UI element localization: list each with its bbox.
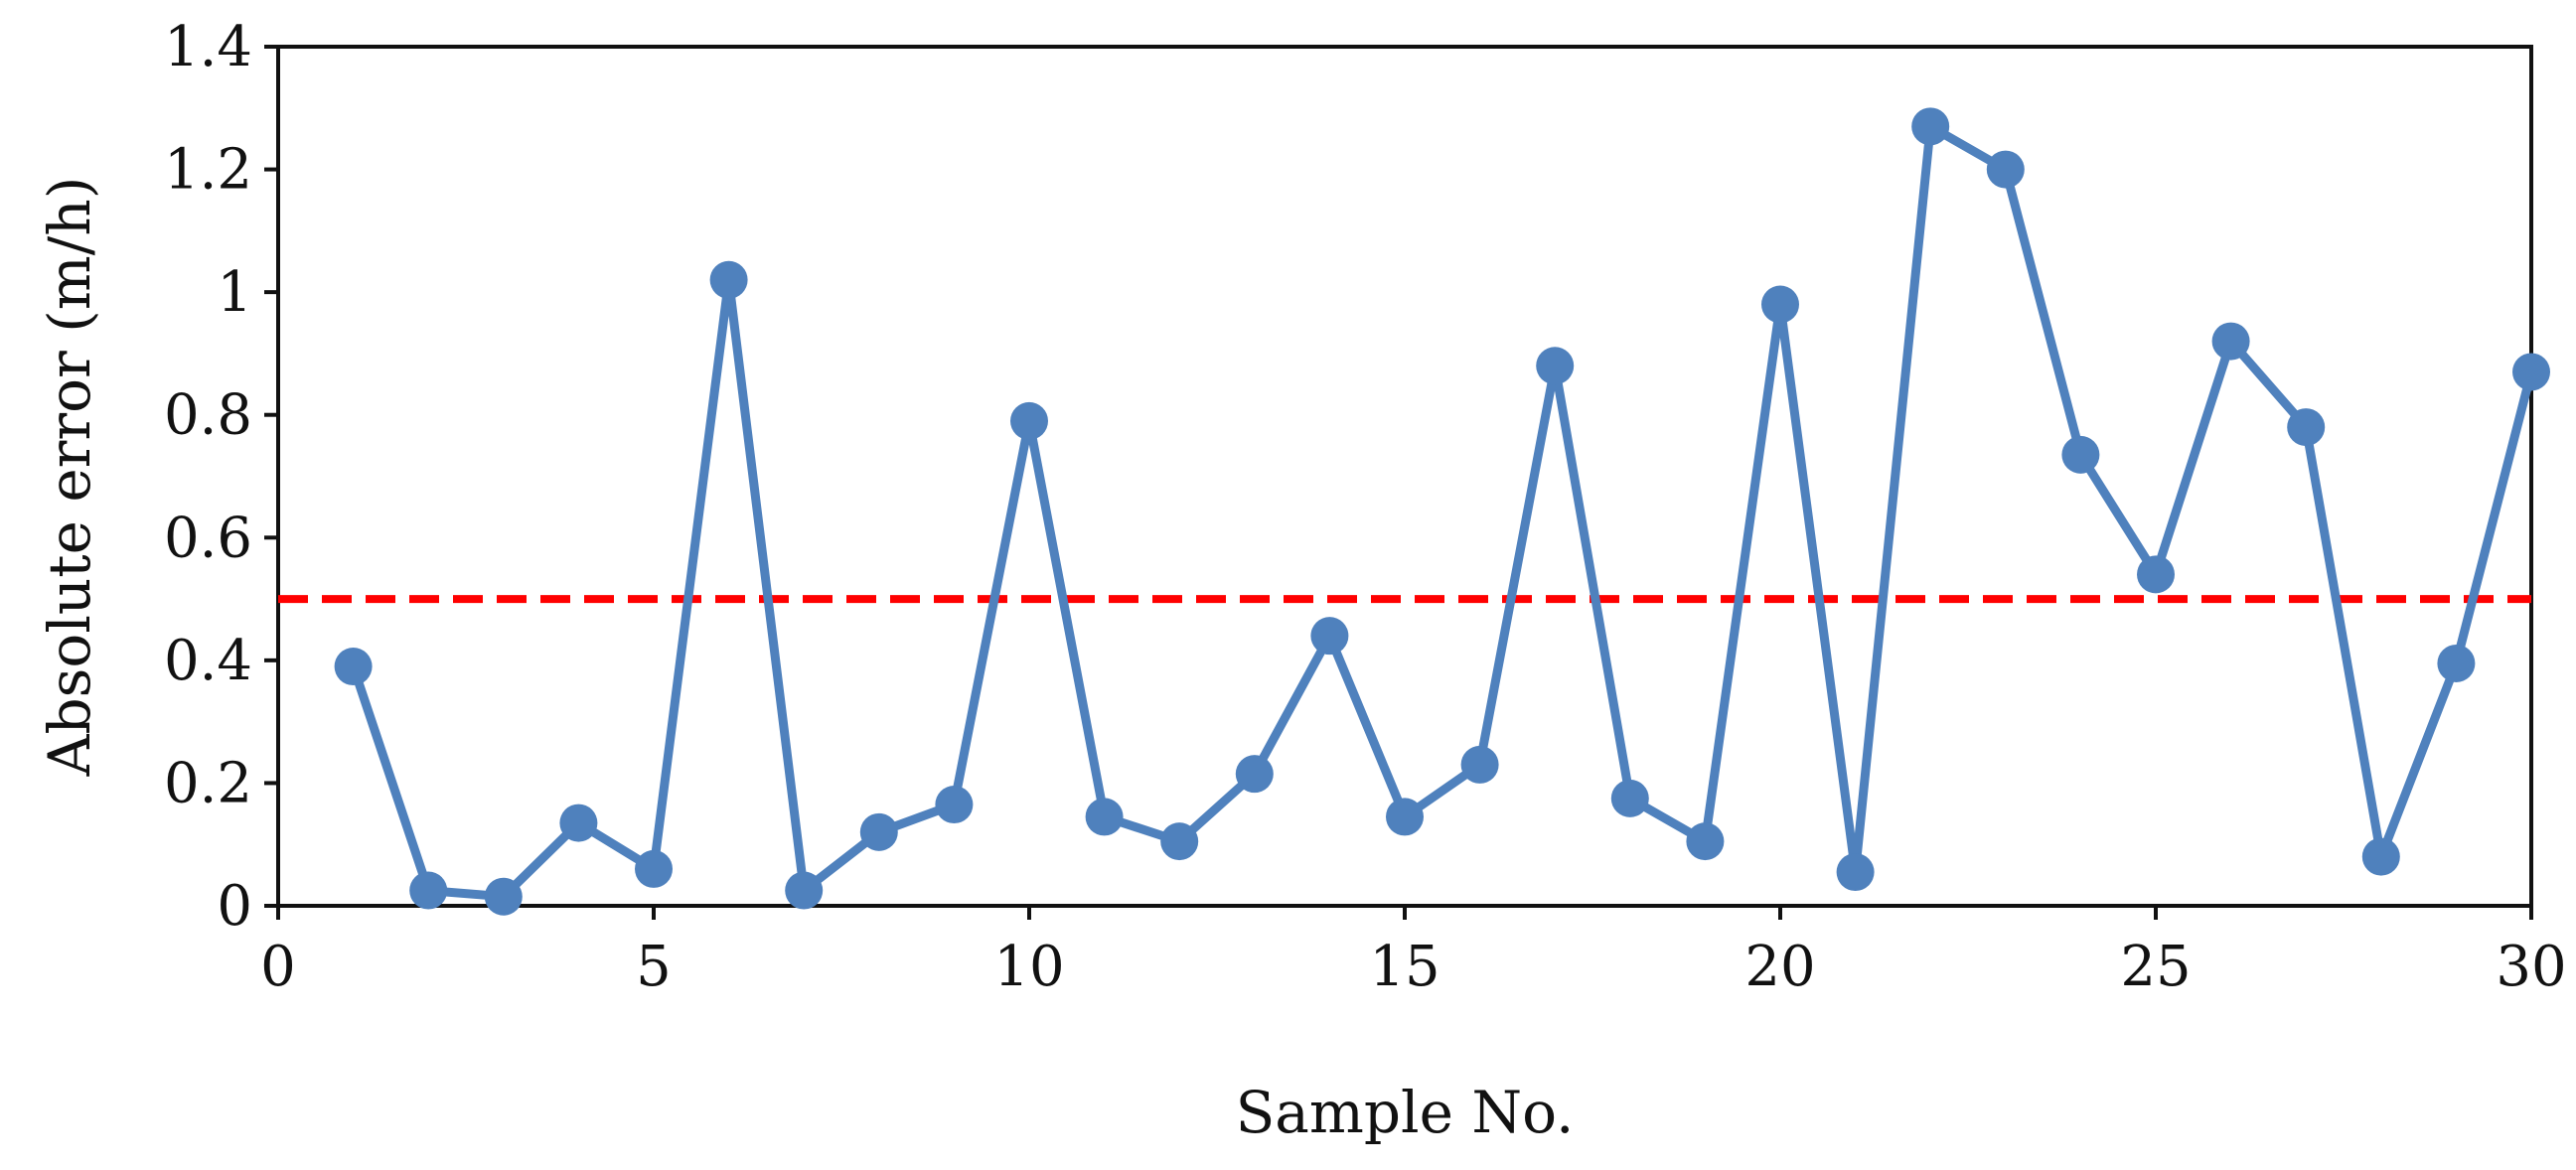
data-point	[2437, 644, 2476, 682]
data-point	[1986, 150, 2025, 189]
data-point	[935, 786, 974, 824]
x-tick-label: 5	[636, 935, 672, 999]
data-point	[1536, 347, 1575, 385]
series-line	[349, 121, 2536, 902]
data-point	[1610, 779, 1649, 817]
data-point	[2137, 555, 2175, 594]
data-point	[1836, 853, 1875, 892]
y-tick-label: 0	[217, 874, 252, 939]
data-point	[859, 812, 898, 851]
data-point	[2061, 435, 2100, 474]
axes: 0 0.2 0.4 0.6 0.8 1 1.2 1.4 0 5 10 15 20 25 30	[164, 15, 2567, 999]
x-tick-label: 0	[260, 935, 296, 999]
x-axis-title: Sample No.	[1236, 1079, 1575, 1146]
data-point	[2361, 837, 2400, 876]
plot-frame	[276, 45, 2533, 908]
data-point	[2512, 353, 2550, 391]
data-point	[1310, 617, 1349, 656]
series-layer	[334, 107, 2550, 916]
y-tick-label: 0.4	[164, 629, 252, 693]
data-point	[709, 260, 748, 299]
data-point	[785, 871, 824, 910]
x-tick-label: 25	[2120, 935, 2191, 999]
data-point	[1160, 822, 1199, 861]
data-point	[1386, 798, 1424, 836]
y-tick-label: 0.2	[164, 751, 252, 815]
y-tick-label: 1.2	[164, 138, 252, 203]
data-point	[1686, 822, 1725, 861]
data-point	[1010, 401, 1048, 440]
data-point	[1085, 798, 1124, 836]
data-point	[1235, 755, 1274, 794]
x-tick-label: 20	[1744, 935, 1815, 999]
data-point	[2287, 408, 2326, 447]
y-tick-label: 0.6	[164, 506, 252, 570]
data-point	[635, 849, 673, 888]
y-tick-label: 0.8	[164, 383, 252, 448]
y-axis-title: Absolute error (m/h)	[36, 177, 103, 778]
label-layer: Sample No. Absolute error (m/h)	[36, 177, 1574, 1146]
x-tick-label: 10	[993, 935, 1064, 999]
x-tick-label: 30	[2496, 935, 2566, 999]
data-point	[484, 877, 523, 916]
data-point	[334, 648, 373, 686]
data-point	[2211, 322, 2250, 361]
data-point	[1460, 745, 1499, 784]
data-point	[1761, 285, 1799, 324]
x-tick-label: 15	[1369, 935, 1440, 999]
data-point	[1911, 107, 1950, 146]
data-point	[559, 804, 598, 842]
data-point	[409, 871, 448, 910]
y-tick-label: 1.4	[164, 15, 252, 79]
y-tick-label: 1	[217, 260, 252, 325]
